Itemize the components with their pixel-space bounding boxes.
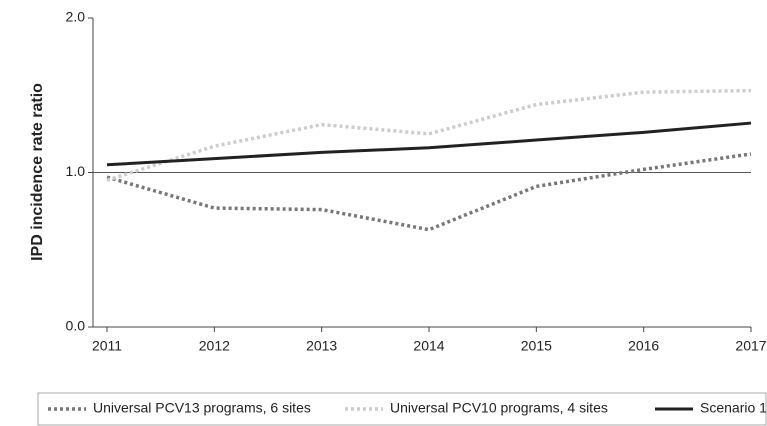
x-tick-label: 2017 [735, 338, 766, 354]
x-tick-label: 2012 [199, 338, 230, 354]
legend-box [37, 392, 767, 426]
legend-label: Universal PCV10 programs, 4 sites [390, 400, 608, 416]
legend-label: Scenario 1 [700, 400, 767, 416]
x-tick-label: 2014 [413, 338, 444, 354]
x-tick-label: 2015 [521, 338, 552, 354]
y-axis-label: IPD incidence rate ratio [29, 83, 46, 261]
series-line [106, 121, 752, 167]
series-line [106, 152, 752, 232]
y-tick-label: 1.0 [66, 163, 86, 179]
x-tick-label: 2016 [628, 338, 659, 354]
y-tick-label: 2.0 [66, 9, 86, 25]
y-tick-label: 0.0 [66, 318, 86, 334]
x-tick-label: 2013 [306, 338, 337, 354]
series-line [106, 88, 752, 182]
legend-label: Universal PCV13 programs, 6 sites [93, 400, 311, 416]
x-tick-label: 2011 [92, 338, 122, 354]
